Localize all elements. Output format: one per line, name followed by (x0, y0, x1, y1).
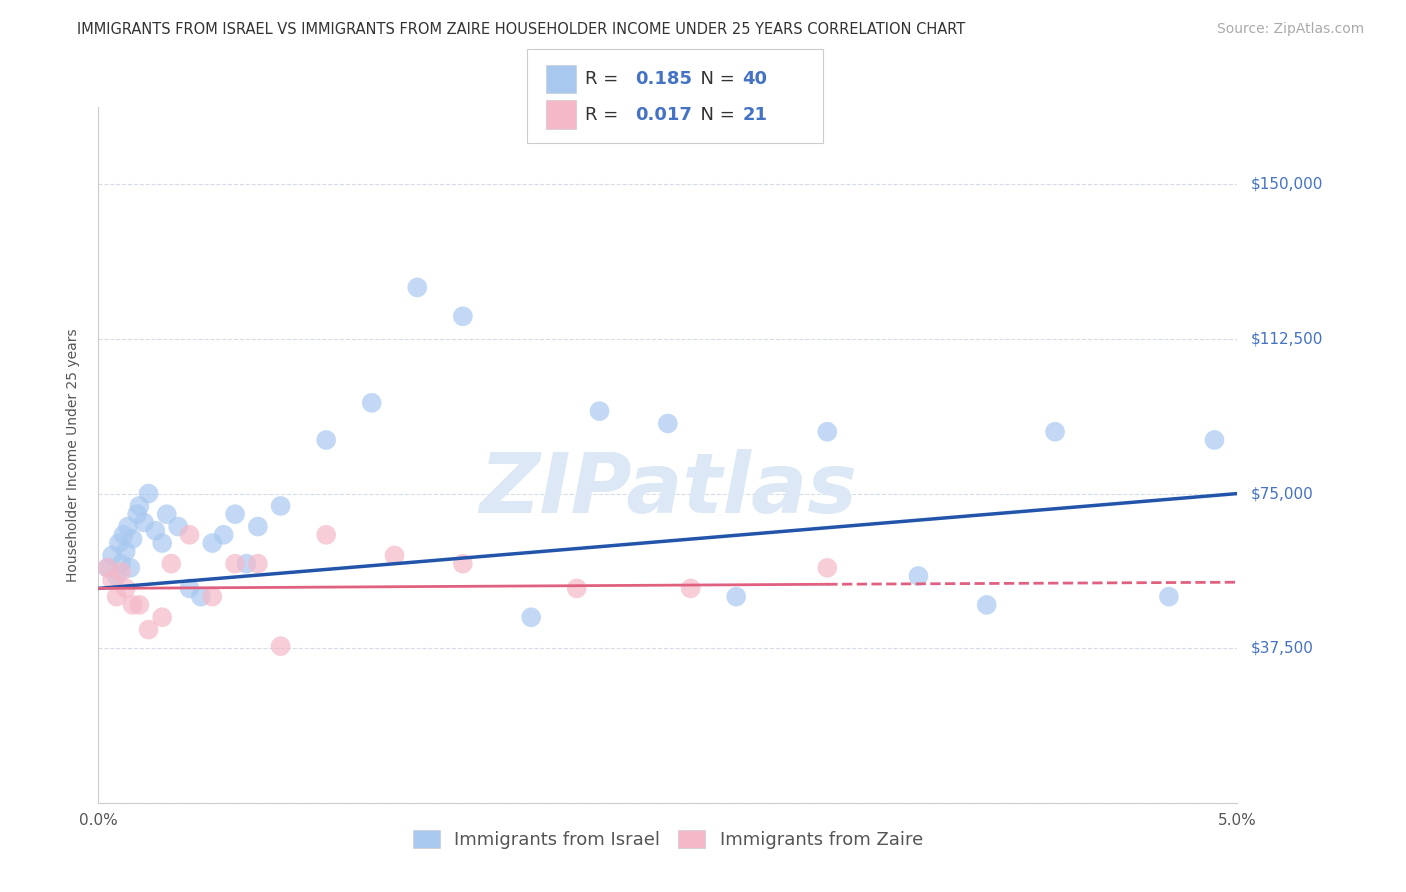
Point (110, 557, 132, 571)
Point (1204, 433, 1226, 447)
Point (815, 561, 838, 575)
Text: 40: 40 (742, 70, 768, 88)
Point (145, 524, 167, 538)
Text: $150,000: $150,000 (1251, 177, 1323, 192)
Point (127, 507, 149, 521)
Point (725, 590, 748, 604)
Point (360, 396, 382, 410)
Point (179, 582, 201, 596)
Point (224, 507, 246, 521)
Point (212, 528, 235, 542)
Point (114, 582, 136, 596)
Point (1043, 425, 1066, 439)
Point (138, 486, 160, 500)
Point (588, 404, 610, 418)
Point (121, 532, 143, 546)
Point (270, 639, 292, 653)
Text: $37,500: $37,500 (1251, 640, 1315, 656)
Point (246, 519, 269, 533)
Point (138, 623, 160, 637)
Point (179, 528, 201, 542)
Point (235, 557, 257, 571)
Point (657, 417, 679, 431)
Point (815, 425, 838, 439)
Point (907, 569, 929, 583)
Point (105, 590, 128, 604)
Point (167, 519, 190, 533)
Point (224, 557, 246, 571)
Point (150, 610, 173, 624)
Point (451, 310, 474, 324)
Point (451, 557, 474, 571)
Point (156, 507, 179, 521)
Point (160, 557, 183, 571)
Point (121, 598, 143, 612)
Point (976, 598, 998, 612)
Point (96, 561, 118, 575)
Text: Source: ZipAtlas.com: Source: ZipAtlas.com (1216, 22, 1364, 37)
Text: $75,000: $75,000 (1251, 486, 1315, 501)
Text: 0.017: 0.017 (636, 105, 692, 123)
Point (201, 590, 224, 604)
Point (114, 544, 136, 558)
Point (520, 610, 543, 624)
Text: IMMIGRANTS FROM ISRAEL VS IMMIGRANTS FROM ZAIRE HOUSEHOLDER INCOME UNDER 25 YEAR: IMMIGRANTS FROM ISRAEL VS IMMIGRANTS FRO… (77, 22, 966, 37)
Text: N =: N = (689, 70, 741, 88)
Point (105, 569, 128, 583)
Point (132, 516, 155, 530)
Point (1157, 590, 1180, 604)
Point (150, 536, 173, 550)
Text: 0.185: 0.185 (636, 70, 693, 88)
Point (101, 549, 124, 563)
Point (108, 536, 131, 550)
Text: R =: R = (585, 70, 624, 88)
Point (315, 433, 337, 447)
Point (190, 590, 212, 604)
Text: ZIPatlas: ZIPatlas (479, 450, 856, 530)
Point (110, 565, 132, 579)
Text: R =: R = (585, 105, 624, 123)
Legend: Immigrants from Israel, Immigrants from Zaire: Immigrants from Israel, Immigrants from … (405, 822, 931, 856)
Text: 21: 21 (742, 105, 768, 123)
Point (120, 561, 142, 575)
Y-axis label: Householder Income Under 25 years: Householder Income Under 25 years (66, 328, 80, 582)
Point (117, 519, 139, 533)
Point (270, 499, 292, 513)
Point (246, 557, 269, 571)
Point (128, 598, 150, 612)
Point (315, 528, 337, 542)
Text: $112,500: $112,500 (1251, 332, 1323, 346)
Point (201, 536, 224, 550)
Point (679, 582, 702, 596)
Text: N =: N = (689, 105, 741, 123)
Point (101, 573, 124, 587)
Point (128, 499, 150, 513)
Point (384, 549, 406, 563)
Point (406, 280, 429, 294)
Point (565, 582, 588, 596)
Point (112, 528, 135, 542)
Point (96, 561, 118, 575)
